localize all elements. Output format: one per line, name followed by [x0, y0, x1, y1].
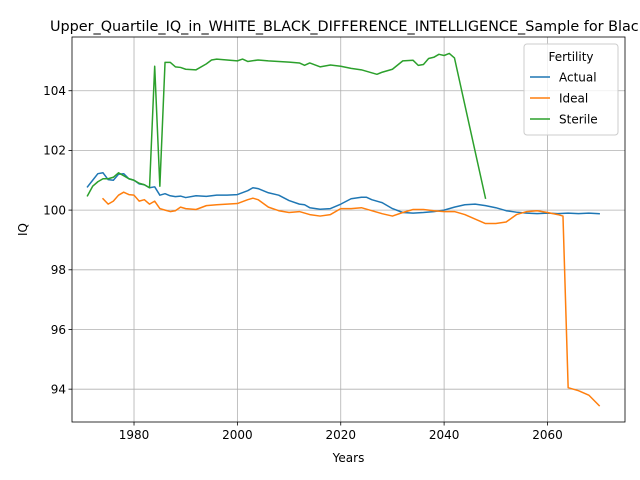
x-tick-label: 2040: [429, 428, 460, 442]
x-tick-label: 1980: [119, 428, 150, 442]
series-line-sterile: [86, 52, 487, 200]
axes-frame: [71, 36, 626, 423]
legend-label-ideal: Ideal: [559, 91, 588, 105]
y-tick-label: 98: [51, 263, 66, 277]
y-tick-label: 94: [51, 382, 66, 396]
legend-entries: Actual Ideal Sterile: [530, 70, 598, 126]
x-tick-label: 2020: [325, 428, 356, 442]
y-tick-label: 102: [43, 144, 66, 158]
legend-title: Fertility: [548, 50, 593, 64]
legend: Fertility Actual Ideal Sterile: [523, 43, 619, 136]
chart-title: Upper_Quartile_IQ_in_WHITE_BLACK_DIFFERE…: [50, 19, 640, 35]
x-axis-label: Years: [332, 451, 365, 465]
legend-label-sterile: Sterile: [559, 112, 598, 126]
ticks: 1980 2000 2020 2040 2060 94 96 98 100 102 104: [43, 84, 563, 442]
legend-box: [523, 43, 619, 136]
series-group: [86, 52, 601, 407]
y-tick-label: 104: [43, 84, 66, 98]
x-tick-label: 2000: [222, 428, 253, 442]
x-tick-label: 2060: [532, 428, 563, 442]
y-tick-label: 100: [43, 203, 66, 217]
legend-label-actual: Actual: [559, 70, 597, 84]
series-line-ideal: [101, 191, 601, 407]
y-tick-label: 96: [51, 323, 66, 337]
y-axis-label: IQ: [16, 223, 30, 236]
